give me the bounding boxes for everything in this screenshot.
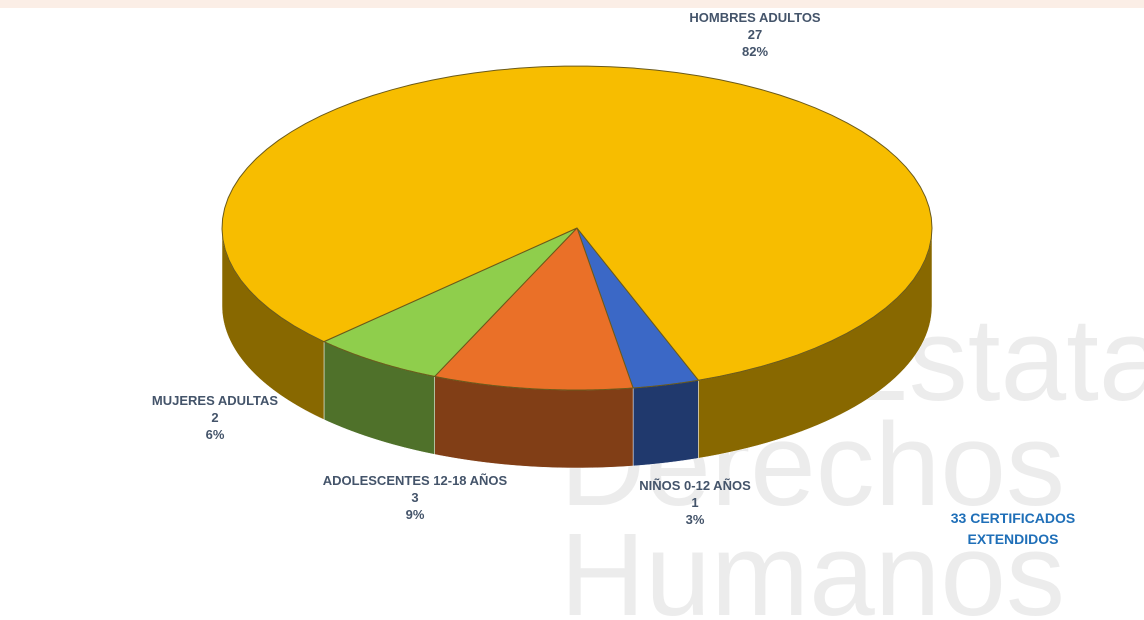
pie: [221, 65, 933, 469]
top-band: [0, 0, 1144, 8]
data-label-value: 3: [411, 490, 418, 505]
data-label-percent: 82%: [742, 44, 768, 59]
data-label-name: ADOLESCENTES 12-18 AÑOS: [323, 473, 508, 488]
slice: [433, 227, 634, 391]
data-label-percent: 9%: [406, 507, 425, 522]
data-label-name: MUJERES ADULTAS: [152, 393, 278, 408]
slice: [322, 227, 578, 377]
watermark-text: Humanos: [560, 509, 1065, 620]
data-label-name: NIÑOS 0-12 AÑOS: [639, 478, 751, 493]
annotation: EXTENDIDOS: [967, 531, 1058, 547]
slice: [576, 227, 700, 389]
data-label-value: 2: [211, 410, 218, 425]
slice: [221, 65, 933, 381]
annotation: 33 CERTIFICADOS: [951, 510, 1075, 526]
slice-side: [632, 379, 699, 467]
data-label-percent: 3%: [686, 512, 705, 527]
slice-side: [434, 376, 634, 469]
data-label-value: 1: [691, 495, 698, 510]
data-label-percent: 6%: [206, 427, 225, 442]
data-label-value: 27: [748, 27, 762, 42]
data-label-name: HOMBRES ADULTOS: [689, 10, 821, 25]
